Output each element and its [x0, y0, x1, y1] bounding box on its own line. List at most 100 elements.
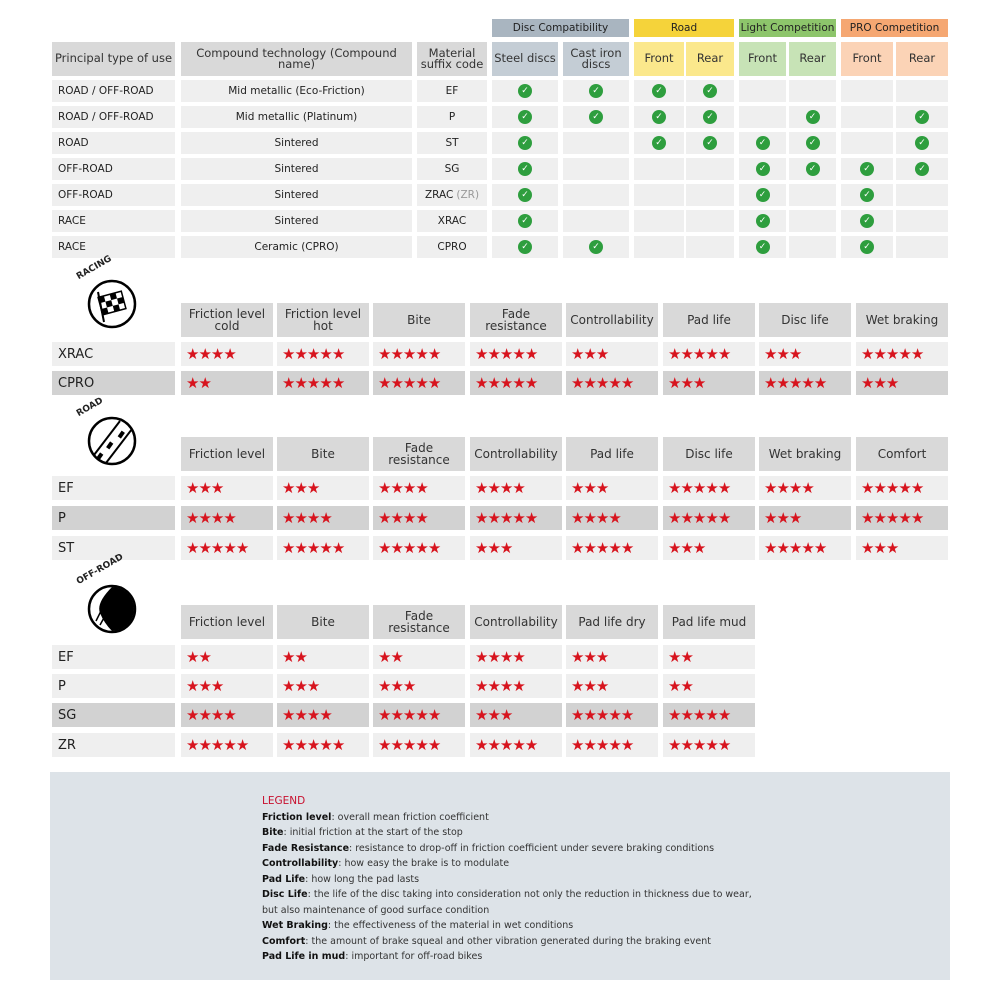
- check-cell: [789, 236, 836, 258]
- star-icon: ★: [861, 478, 874, 497]
- star-rating: ★ ★ ★ ★ ★: [856, 506, 948, 530]
- star-rating: ★ ★ ★ ★ ★: [470, 342, 562, 366]
- star-icon: ★: [427, 705, 441, 724]
- legend-item: Wet Braking: the effectiveness of the ma…: [262, 918, 752, 934]
- star-icon: ★: [801, 478, 814, 497]
- check-circle-icon: ✓: [703, 110, 717, 124]
- star-icon: ★: [475, 508, 488, 527]
- star-icon: ★: [801, 373, 814, 392]
- star-icon: ★: [319, 344, 332, 363]
- star-icon: ★: [402, 676, 416, 695]
- star-icon: ★: [198, 344, 211, 363]
- star-rating: ★ ★ ★: [856, 536, 948, 560]
- legend-item: Bite: initial friction at the start of t…: [262, 825, 752, 841]
- legend-description: : overall mean friction coefficient: [331, 811, 489, 823]
- star-icon: ★: [427, 538, 441, 557]
- star-icon: ★: [898, 344, 911, 363]
- star-icon: ★: [571, 373, 584, 392]
- star-icon: ★: [524, 344, 538, 363]
- use-cell: OFF-ROAD: [52, 184, 175, 206]
- star-icon: ★: [717, 508, 731, 527]
- star-icon: ★: [898, 508, 911, 527]
- group-header: Disc Compatibility: [492, 19, 629, 37]
- star-icon: ★: [705, 705, 718, 724]
- star-icon: ★: [764, 478, 777, 497]
- star-icon: ★: [512, 676, 525, 695]
- rating-column-header: Controllability: [470, 437, 562, 471]
- star-rating: ★ ★ ★ ★ ★: [856, 342, 948, 366]
- check-cell: [789, 184, 836, 206]
- legend-item: Fade Resistance: resistance to drop-off …: [262, 841, 752, 857]
- star-icon: ★: [402, 538, 416, 557]
- check-cell: [896, 80, 948, 102]
- star-icon: ★: [595, 508, 609, 527]
- star-icon: ★: [487, 508, 500, 527]
- rating-column-header: Disc life: [663, 437, 755, 471]
- star-icon: ★: [885, 478, 899, 497]
- star-rating: ★ ★ ★ ★ ★: [470, 371, 562, 395]
- star-rating: ★ ★ ★ ★ ★: [759, 371, 851, 395]
- star-icon: ★: [861, 373, 874, 392]
- check-circle-icon: ✓: [755, 240, 770, 254]
- compound-label: SG: [52, 703, 175, 727]
- star-icon: ★: [692, 478, 706, 497]
- star-rating: ★ ★ ★ ★: [470, 674, 562, 698]
- sub-column-header: Rear: [789, 42, 836, 76]
- star-icon: ★: [571, 735, 584, 754]
- star-icon: ★: [306, 344, 320, 363]
- star-icon: ★: [512, 647, 525, 666]
- use-cell: ROAD: [52, 132, 175, 154]
- check-cell: [789, 210, 836, 232]
- check-circle-icon: ✓: [589, 84, 603, 98]
- check-circle-icon: ✓: [755, 136, 770, 150]
- star-icon: ★: [499, 508, 513, 527]
- star-icon: ★: [294, 647, 307, 666]
- star-icon: ★: [223, 735, 236, 754]
- star-icon: ★: [210, 705, 224, 724]
- star-icon: ★: [378, 478, 391, 497]
- star-icon: ★: [668, 676, 681, 695]
- star-icon: ★: [294, 705, 307, 724]
- star-icon: ★: [475, 344, 488, 363]
- star-icon: ★: [223, 344, 236, 363]
- star-icon: ★: [668, 478, 681, 497]
- star-icon: ★: [282, 735, 295, 754]
- star-icon: ★: [499, 735, 513, 754]
- star-icon: ★: [776, 478, 789, 497]
- star-icon: ★: [499, 647, 513, 666]
- star-rating: ★ ★ ★ ★: [277, 506, 369, 530]
- star-icon: ★: [583, 478, 596, 497]
- rating-column-header: Friction level: [181, 437, 273, 471]
- star-icon: ★: [705, 508, 718, 527]
- check-cell: [841, 106, 893, 128]
- star-icon: ★: [415, 344, 428, 363]
- star-icon: ★: [282, 373, 295, 392]
- star-icon: ★: [583, 647, 596, 666]
- legend-description: : the effectiveness of the material in w…: [327, 920, 574, 931]
- star-icon: ★: [378, 344, 391, 363]
- star-icon: ★: [668, 647, 681, 666]
- star-icon: ★: [210, 344, 224, 363]
- star-icon: ★: [512, 508, 525, 527]
- star-rating: ★ ★ ★: [373, 674, 465, 698]
- star-icon: ★: [910, 508, 924, 527]
- legend-term: Wet Braking: [262, 920, 328, 931]
- check-circle-icon: ✓: [518, 84, 532, 98]
- star-icon: ★: [282, 344, 295, 363]
- star-icon: ★: [235, 538, 249, 557]
- star-icon: ★: [306, 735, 320, 754]
- star-icon: ★: [331, 344, 345, 363]
- star-icon: ★: [668, 508, 681, 527]
- check-cell: [634, 184, 684, 206]
- rating-column-header: Wet braking: [856, 303, 948, 337]
- star-icon: ★: [583, 676, 596, 695]
- star-rating: ★ ★ ★ ★ ★: [663, 733, 755, 757]
- star-icon: ★: [499, 676, 513, 695]
- star-icon: ★: [512, 373, 525, 392]
- check-cell: ✓: [841, 210, 893, 232]
- star-icon: ★: [620, 538, 634, 557]
- star-icon: ★: [583, 373, 596, 392]
- star-rating: ★ ★ ★ ★ ★: [856, 476, 948, 500]
- star-icon: ★: [294, 373, 307, 392]
- star-icon: ★: [415, 478, 428, 497]
